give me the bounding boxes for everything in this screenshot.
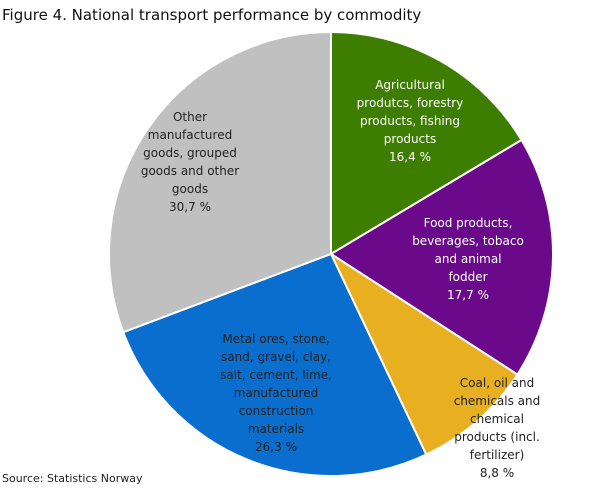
- slice-label-line: chemicals and: [453, 394, 541, 408]
- chart-source: Source: Statistics Norway: [2, 472, 143, 485]
- pie-slice-1: [329, 138, 554, 376]
- slice-label-line: beverages, tobaco: [412, 234, 524, 248]
- slice-label-line: Metal ores, stone,: [222, 332, 330, 346]
- slice-label-line: fodder: [448, 270, 488, 284]
- slice-value-label: 26,3 %: [255, 440, 297, 454]
- slice-label-line: Coal, oil and: [459, 376, 535, 390]
- slice-label-line: products (incl.: [454, 430, 540, 444]
- slice-label-line: Agricultural: [375, 78, 445, 92]
- chart-title: Figure 4. National transport performance…: [2, 6, 422, 24]
- slice-value-label: 17,7 %: [447, 288, 489, 302]
- slice-label-line: and animal: [434, 252, 502, 266]
- slice-label-line: goods and other: [140, 164, 240, 178]
- slice-value-label: 30,7 %: [169, 200, 211, 214]
- slice-label-line: manufactured: [233, 386, 319, 400]
- slice-label-line: sand, gravel, clay,: [220, 350, 331, 364]
- slice-label-line: construction: [238, 404, 314, 418]
- slice-label-1: Food products, beverages, tobaco and anima…: [383, 214, 553, 304]
- slice-label-line: chemical: [470, 412, 524, 426]
- slice-label-line: goods, grouped: [143, 146, 237, 160]
- slice-label-0: Agricultural produtcs, forestry products, …: [325, 76, 495, 166]
- slice-label-line: materials: [247, 422, 305, 436]
- pie-slice-4: [108, 30, 332, 334]
- slice-label-line: Other: [172, 110, 208, 124]
- slice-label-line: manufactured: [147, 128, 233, 142]
- slice-label-line: products, fishing: [359, 114, 460, 128]
- slice-label-line: fertilizer): [469, 448, 525, 462]
- slice-value-label: 8,8 %: [479, 466, 515, 480]
- slice-value-label: 16,4 %: [389, 150, 431, 164]
- slice-label-line: goods: [171, 182, 209, 196]
- slice-label-line: Food products,: [423, 216, 513, 230]
- pie-slice-0: [330, 30, 523, 256]
- slice-label-4: Other manufactured goods, grouped goods and…: [105, 108, 275, 216]
- slice-label-line: produtcs, forestry: [356, 96, 464, 110]
- slice-label-line: products: [383, 132, 437, 146]
- pie-slice-2: [328, 251, 519, 456]
- slice-label-2: Coal, oil and chemicals and chemical produc…: [412, 374, 582, 482]
- slice-label-3: Metal ores, stone, sand, gravel, clay, sal…: [191, 330, 361, 456]
- slice-label-line: salt, cement, lime,: [220, 368, 332, 382]
- pie-slice-3: [121, 252, 428, 477]
